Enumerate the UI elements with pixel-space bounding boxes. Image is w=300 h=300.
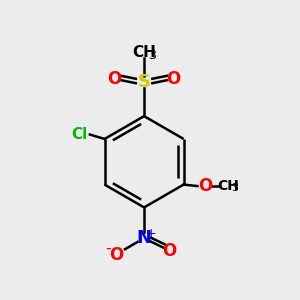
Text: Cl: Cl bbox=[71, 127, 88, 142]
Text: CH: CH bbox=[217, 179, 239, 193]
Text: CH: CH bbox=[132, 45, 156, 60]
Text: +: + bbox=[145, 226, 156, 239]
Text: 3: 3 bbox=[232, 183, 239, 194]
Text: O: O bbox=[109, 245, 123, 263]
Text: N: N bbox=[136, 229, 152, 247]
Text: -: - bbox=[105, 241, 111, 256]
Text: 3: 3 bbox=[148, 49, 156, 62]
Text: S: S bbox=[138, 73, 151, 91]
Text: O: O bbox=[163, 242, 177, 260]
Text: O: O bbox=[199, 177, 213, 195]
Text: O: O bbox=[167, 70, 181, 88]
Text: O: O bbox=[107, 70, 122, 88]
